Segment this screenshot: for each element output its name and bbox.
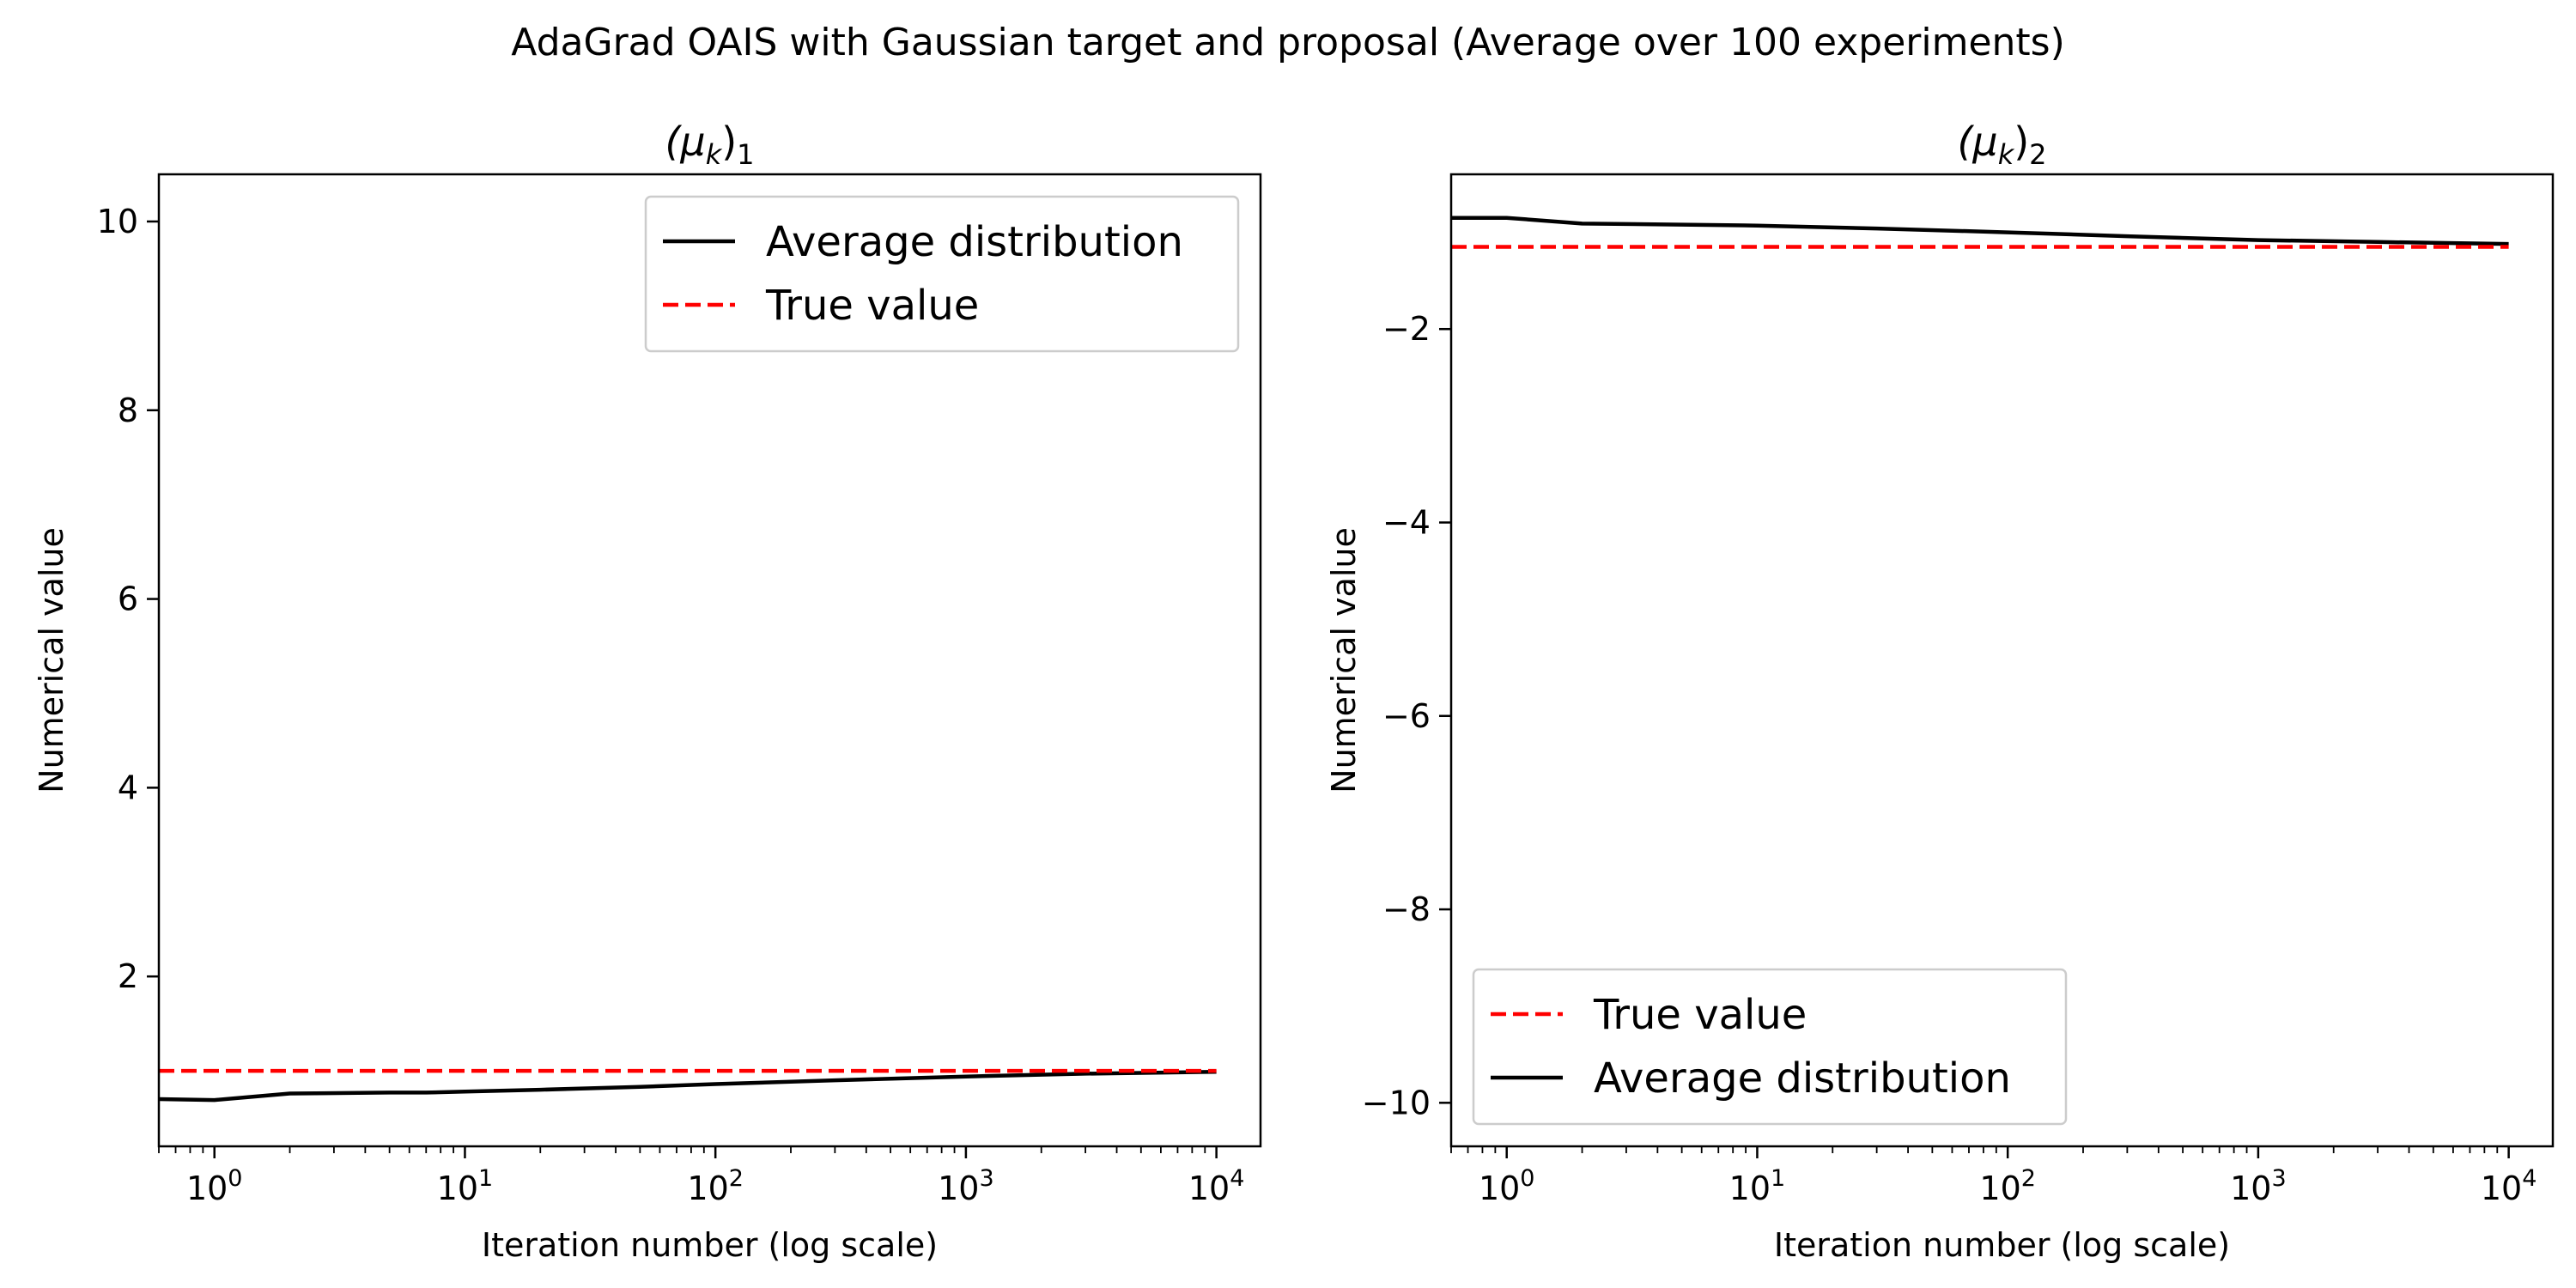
x-tick-label: 101 <box>1729 1165 1786 1207</box>
legend-label: True value <box>765 282 979 330</box>
x-tick-label: 100 <box>186 1165 243 1207</box>
legend-box <box>644 195 1240 353</box>
legend-label: Average distribution <box>1594 1054 2011 1103</box>
y-tick-label: −10 <box>1362 1084 1431 1121</box>
x-tick-label: 103 <box>938 1165 994 1207</box>
y-tick-label: 10 <box>97 203 138 240</box>
y-tick-label: 4 <box>118 769 138 806</box>
x-tick-label: 101 <box>437 1165 494 1207</box>
plot-area <box>1451 216 2509 249</box>
x-tick-label: 102 <box>1979 1165 2036 1207</box>
y-tick-label: 8 <box>118 392 138 429</box>
y-tick-label: −6 <box>1382 697 1431 735</box>
x-tick-label: 104 <box>1188 1165 1245 1207</box>
x-axis-label: Iteration number (log scale) <box>1774 1226 2230 1264</box>
x-tick-label: 100 <box>1479 1165 1535 1207</box>
axes-frame <box>157 173 1262 1148</box>
left-subplot: 100 101 102 103 104 2 4 6 8 10 Iteration number (l… <box>33 118 1262 1264</box>
x-tick-label: 102 <box>687 1165 744 1207</box>
x-tick-label: 103 <box>2230 1165 2287 1207</box>
legend-label: True value <box>1593 991 1807 1039</box>
axes-frame <box>1449 173 2555 1148</box>
subplot-title: (μk)1 <box>665 118 754 171</box>
legend: True value Average distribution <box>1472 968 2068 1126</box>
x-axis-label: Iteration number (log scale) <box>482 1226 938 1264</box>
figure-suptitle: AdaGrad OAIS with Gaussian target and pr… <box>511 21 2065 64</box>
y-tick-label: 6 <box>118 580 138 618</box>
y-axis-label: Numerical value <box>33 527 70 793</box>
y-tick-label: −2 <box>1382 310 1431 348</box>
right-subplot: 100 101 102 103 104 −2 −4 −6 −8 −10 Iteration numb… <box>1325 118 2555 1264</box>
legend: Average distribution True value <box>644 195 1240 353</box>
legend-box <box>1472 968 2068 1126</box>
plot-area <box>159 1068 1217 1103</box>
y-tick-label: 2 <box>118 957 138 995</box>
x-tick-label: 104 <box>2481 1165 2537 1207</box>
y-tick-label: −4 <box>1382 503 1431 541</box>
average-distribution-line <box>1451 216 2509 246</box>
subplot-title: (μk)2 <box>1957 118 2046 171</box>
y-tick-label: −8 <box>1382 890 1431 928</box>
legend-label: Average distribution <box>766 218 1183 266</box>
average-distribution-line <box>159 1069 1217 1103</box>
y-axis-label: Numerical value <box>1325 527 1363 793</box>
